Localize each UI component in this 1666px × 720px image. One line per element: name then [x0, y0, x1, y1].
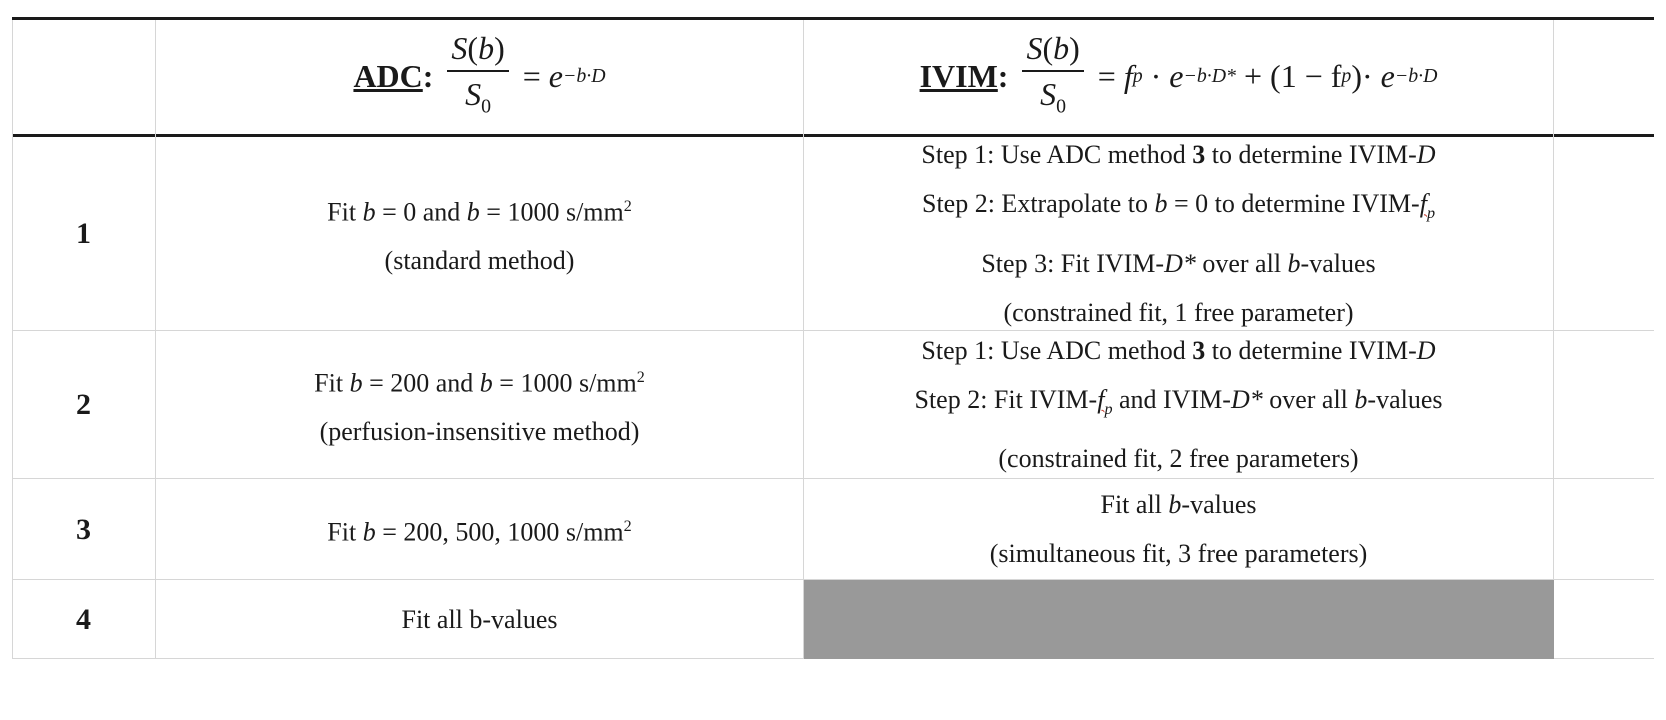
method-note: (standard method) [384, 246, 575, 276]
row-divider [12, 579, 1654, 580]
row-number: 1 [76, 217, 91, 250]
header-adc: ADC: S(b) S0 = e −b·D [156, 20, 803, 134]
col-divider [12, 20, 13, 659]
row-divider [12, 330, 1654, 331]
adc-label: ADC [353, 58, 423, 95]
signal-ratio-fraction: S(b) S0 [447, 30, 509, 124]
ivim-method-3: Fit all b-values (simultaneous fit, 3 fr… [989, 490, 1368, 568]
col-divider [803, 20, 804, 659]
adc-exponent: −b·D [562, 65, 606, 88]
adc-method-3: Fit b = 200, 500, 1000 s/mm2 [327, 517, 632, 547]
ivim-exponent-2: −b·D [1394, 65, 1438, 88]
method-note: (perfusion-insensitive method) [319, 417, 640, 447]
col-divider [1553, 20, 1554, 659]
ivim-method-4-shaded [804, 580, 1554, 659]
signal-ratio-fraction: S(b) S0 [1022, 30, 1084, 124]
top-rule [12, 17, 1654, 20]
adc-method-2: Fit b = 200 and b = 1000 s/mm2 (perfusio… [156, 331, 803, 478]
adc-method-1: Fit b = 0 and b = 1000 s/mm2 (standard m… [156, 137, 803, 330]
row-number: 2 [76, 388, 91, 421]
header-rule [12, 134, 1654, 137]
row-number: 3 [76, 512, 91, 546]
col-divider [155, 20, 156, 659]
ivim-label: IVIM [919, 58, 998, 95]
ivim-method-2: Step 1: Use ADC method 3 to determine IV… [914, 335, 1443, 474]
adc-method-4: Fit all b-values [401, 604, 558, 634]
row-number: 4 [76, 602, 91, 636]
ivim-exponent-1: −b·D* [1183, 65, 1236, 88]
row-divider [12, 478, 1654, 479]
ivim-method-1: Step 1: Use ADC method 3 to determine IV… [921, 140, 1436, 327]
